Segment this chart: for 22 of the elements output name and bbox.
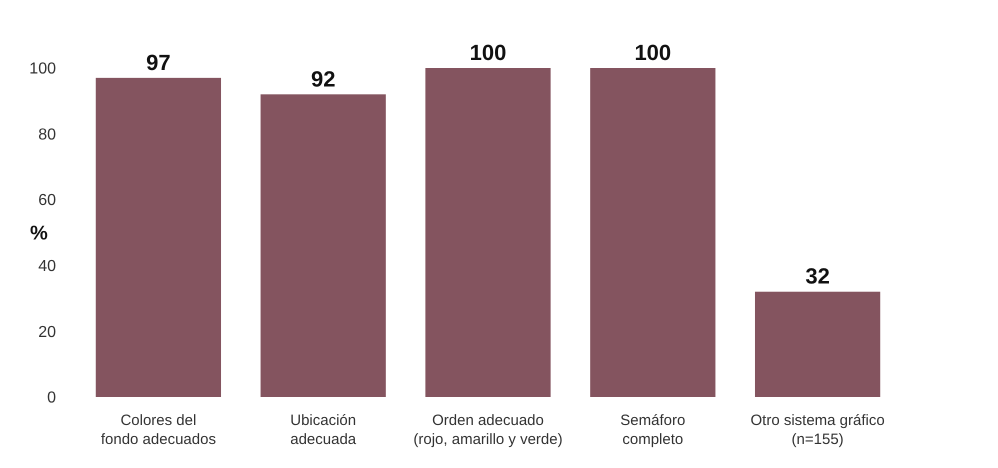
x-tick-label: Orden adecuado (rojo, amarillo y verde) xyxy=(413,412,563,448)
bar xyxy=(260,94,386,397)
y-tick-label: 60 xyxy=(38,192,56,210)
data-label: 100 xyxy=(634,40,672,65)
x-tick-label: Otro sistema gráfico (n=155) xyxy=(750,412,885,448)
x-tick-label: Ubicación adecuada xyxy=(290,412,357,448)
y-tick-label: 80 xyxy=(38,126,56,144)
x-tick-label: Colores del fondo adecuados xyxy=(100,412,216,448)
bar xyxy=(754,292,880,397)
bar xyxy=(96,78,222,397)
y-tick-label: 40 xyxy=(38,258,56,275)
x-tick-label: Semáforo completo xyxy=(620,412,686,448)
data-label: 97 xyxy=(146,50,171,75)
data-label: 32 xyxy=(805,264,830,289)
bar xyxy=(590,68,716,397)
y-tick-label: 20 xyxy=(38,324,56,341)
bar xyxy=(425,68,551,397)
y-tick-label: 0 xyxy=(47,390,56,407)
data-label: 100 xyxy=(470,40,506,65)
data-label: 92 xyxy=(310,66,336,92)
y-axis-title: % xyxy=(30,222,48,244)
y-tick-label: 100 xyxy=(29,60,56,78)
